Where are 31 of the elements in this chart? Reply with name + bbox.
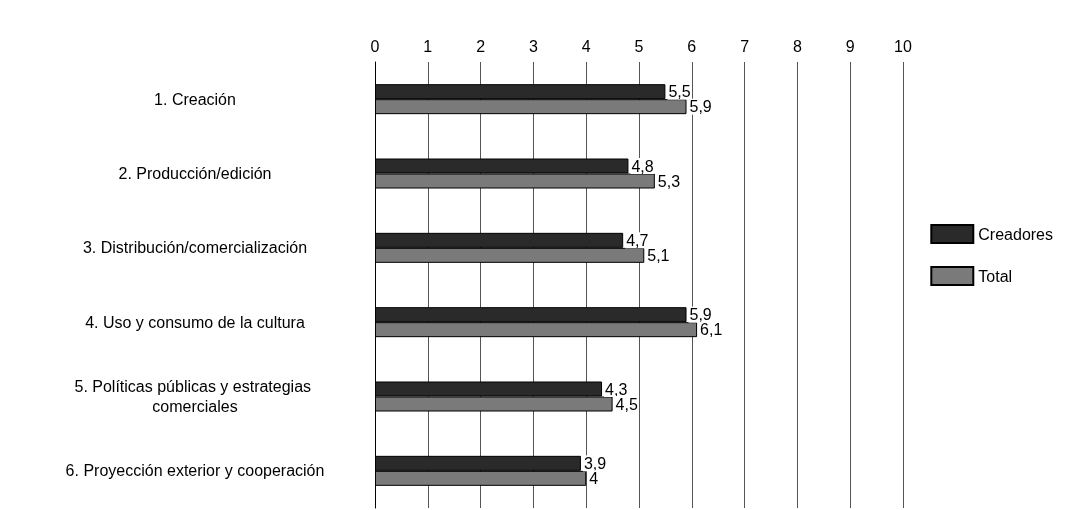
x-tick-label: 8 xyxy=(792,37,802,55)
y-tick-label: 5. Políticas públicas y estrategias comerciales xyxy=(74,378,316,415)
data-label: 5,5 xyxy=(668,83,691,101)
x-tick-label: 3 xyxy=(528,37,538,55)
data-label: 5,3 xyxy=(657,172,681,190)
x-tick-label: 0 xyxy=(370,37,380,55)
data-label: 6,1 xyxy=(700,321,723,339)
data-label: 4,5 xyxy=(615,395,638,413)
data-label: 4 xyxy=(589,469,599,487)
y-tick-label: 2. Producción/edición xyxy=(118,165,272,182)
legend-label: Creadores xyxy=(978,225,1053,243)
y-tick-label: 1. Creación xyxy=(154,90,236,108)
x-tick-label: 2 xyxy=(476,37,486,55)
data-label: 4,3 xyxy=(605,380,628,398)
legend-label: Total xyxy=(978,267,1013,285)
x-tick-label: 7 xyxy=(740,37,750,55)
x-tick-label: 4 xyxy=(581,37,591,55)
data-label: 3,9 xyxy=(583,454,607,472)
data-label: 5,1 xyxy=(647,246,670,264)
x-tick-label: 9 xyxy=(845,37,855,55)
x-tick-label: 1 xyxy=(423,37,433,55)
data-label: 4,8 xyxy=(631,157,654,175)
y-tick-label: 4. Uso y consumo de la cultura xyxy=(85,313,305,331)
y-tick-label: 6. Proyección exterior y cooperación xyxy=(65,462,325,480)
data-label: 5,9 xyxy=(689,98,712,116)
x-tick-label: 6 xyxy=(687,37,697,55)
x-tick-label: 10 xyxy=(894,37,912,55)
data-label: 4,7 xyxy=(626,231,649,249)
y-tick-label: 3. Distribución/comercialización xyxy=(82,239,308,257)
x-tick-label: 5 xyxy=(634,37,644,55)
data-label: 5,9 xyxy=(689,306,712,324)
